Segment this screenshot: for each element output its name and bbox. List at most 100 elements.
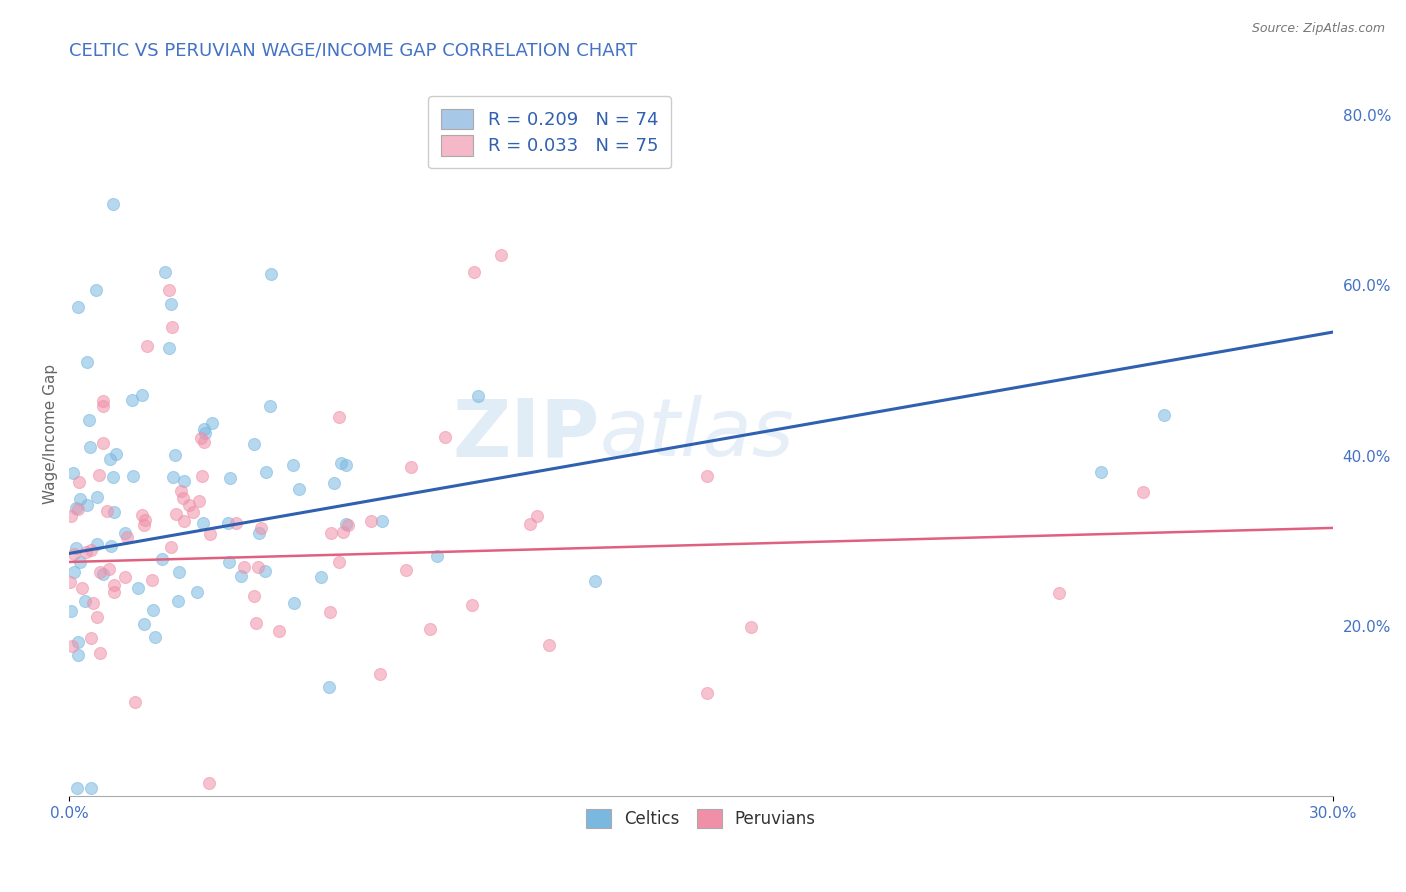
Point — [84, 283, 107, 297]
Point — [186, 584, 208, 599]
Point — [80, 631, 103, 645]
Point — [332, 524, 354, 539]
Point — [538, 638, 561, 652]
Point — [124, 695, 146, 709]
Point — [225, 516, 247, 531]
Point — [131, 508, 153, 522]
Point — [91, 393, 114, 408]
Point — [167, 566, 190, 580]
Point — [368, 666, 391, 681]
Point — [190, 432, 212, 446]
Point — [319, 606, 342, 620]
Point — [246, 560, 269, 574]
Point — [80, 780, 103, 795]
Point — [194, 426, 217, 441]
Point — [217, 516, 239, 530]
Point — [165, 507, 187, 521]
Point — [66, 635, 89, 649]
Point — [433, 430, 456, 444]
Point — [335, 517, 357, 532]
Point — [121, 393, 143, 408]
Point — [150, 551, 173, 566]
Text: atlas: atlas — [600, 395, 794, 474]
Point — [337, 518, 360, 533]
Point — [91, 567, 114, 582]
Point — [135, 338, 157, 352]
Point — [75, 544, 97, 558]
Point — [328, 410, 350, 425]
Point — [250, 521, 273, 535]
Y-axis label: Wage/Income Gap: Wage/Income Gap — [44, 364, 58, 504]
Point — [65, 500, 87, 515]
Point — [141, 574, 163, 588]
Point — [245, 615, 267, 630]
Point — [463, 265, 485, 279]
Point — [62, 467, 84, 481]
Point — [281, 458, 304, 472]
Point — [79, 440, 101, 454]
Point — [162, 470, 184, 484]
Point — [583, 574, 606, 589]
Point — [160, 319, 183, 334]
Point — [96, 504, 118, 518]
Point — [66, 501, 89, 516]
Point — [159, 297, 181, 311]
Point — [157, 283, 180, 297]
Point — [218, 471, 240, 485]
Point — [143, 631, 166, 645]
Point — [311, 570, 333, 584]
Point — [67, 475, 90, 490]
Point — [159, 540, 181, 554]
Point — [395, 563, 418, 577]
Point — [86, 490, 108, 504]
Point — [67, 648, 90, 662]
Point — [89, 565, 111, 579]
Point — [77, 413, 100, 427]
Point — [335, 458, 357, 472]
Point — [165, 448, 187, 462]
Point — [172, 491, 194, 505]
Point — [467, 389, 489, 403]
Point — [328, 554, 350, 568]
Point — [232, 560, 254, 574]
Point — [419, 622, 441, 636]
Point — [399, 459, 422, 474]
Point — [426, 549, 449, 563]
Point — [105, 447, 128, 461]
Point — [371, 514, 394, 528]
Point — [98, 562, 121, 576]
Point — [526, 509, 548, 524]
Point — [323, 475, 346, 490]
Point — [260, 267, 283, 281]
Point — [1153, 408, 1175, 422]
Point — [193, 422, 215, 436]
Point — [190, 469, 212, 483]
Point — [63, 547, 86, 561]
Point — [1047, 586, 1070, 600]
Text: ZIP: ZIP — [453, 395, 600, 474]
Point — [267, 624, 290, 638]
Point — [696, 469, 718, 483]
Point — [321, 525, 343, 540]
Point — [101, 470, 124, 484]
Point — [198, 527, 221, 541]
Point — [93, 436, 115, 450]
Point — [86, 610, 108, 624]
Point — [489, 248, 512, 262]
Point — [98, 452, 121, 467]
Point — [283, 596, 305, 610]
Point — [254, 465, 277, 479]
Point — [103, 197, 125, 211]
Point — [157, 341, 180, 355]
Point — [60, 639, 83, 653]
Point — [288, 482, 311, 496]
Point — [86, 536, 108, 550]
Point — [76, 498, 98, 512]
Point — [87, 468, 110, 483]
Point — [181, 505, 204, 519]
Point — [247, 526, 270, 541]
Point — [67, 300, 90, 314]
Point — [131, 387, 153, 401]
Point — [153, 265, 176, 279]
Point — [75, 593, 97, 607]
